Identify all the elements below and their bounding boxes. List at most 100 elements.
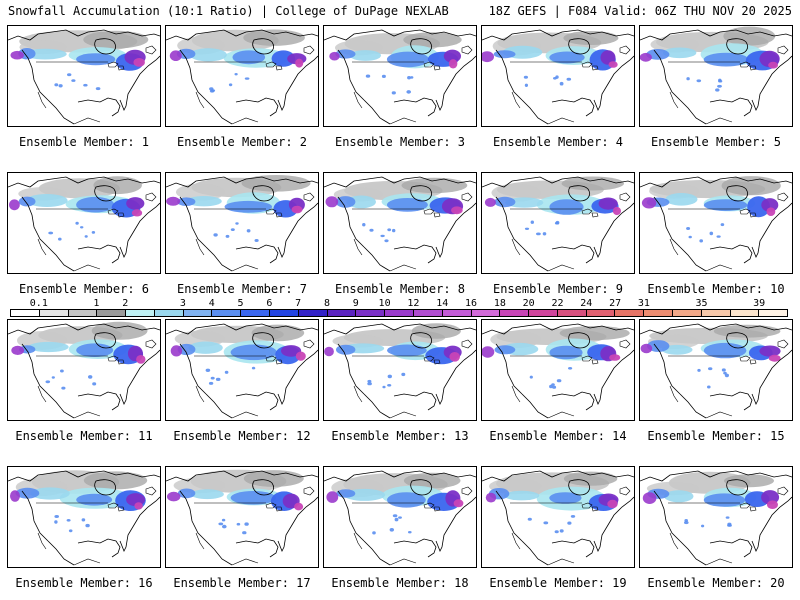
legend-tick-label: 20 xyxy=(522,298,535,309)
member-map-panel[interactable] xyxy=(323,319,477,421)
legend-swatch xyxy=(413,310,443,316)
snowfall-map xyxy=(640,26,792,126)
member-map-panel[interactable] xyxy=(165,466,319,568)
legend-swatch xyxy=(241,310,271,316)
snowfall-map xyxy=(324,467,476,567)
member-label: Ensemble Member: 1 xyxy=(18,135,150,149)
legend-swatch xyxy=(644,310,673,316)
snowfall-map xyxy=(8,320,160,420)
snowfall-map xyxy=(324,320,476,420)
member-map-panel[interactable] xyxy=(481,319,635,421)
member-label: Ensemble Member: 8 xyxy=(334,282,466,296)
member-map-panel[interactable] xyxy=(165,172,319,274)
legend-color-bar xyxy=(10,309,788,317)
member-map-panel[interactable] xyxy=(639,25,793,127)
snowfall-map xyxy=(8,173,160,273)
legend-swatch xyxy=(39,310,69,316)
snowfall-map xyxy=(640,467,792,567)
member-map-panel[interactable] xyxy=(481,172,635,274)
legend-swatch xyxy=(701,310,731,316)
legend-swatch xyxy=(672,310,702,316)
snowfall-map xyxy=(8,26,160,126)
member-map-panel[interactable] xyxy=(323,172,477,274)
legend-swatch xyxy=(298,310,328,316)
member-label: Ensemble Member: 3 xyxy=(334,135,466,149)
member-label: Ensemble Member: 9 xyxy=(492,282,624,296)
member-label: Ensemble Member: 13 xyxy=(331,429,469,443)
legend-swatch xyxy=(154,310,184,316)
snowfall-map xyxy=(8,467,160,567)
member-map-panel[interactable] xyxy=(323,25,477,127)
snowfall-map xyxy=(166,467,318,567)
legend-swatch xyxy=(68,310,98,316)
member-label: Ensemble Member: 4 xyxy=(492,135,624,149)
legend-swatch xyxy=(442,310,472,316)
snowfall-map xyxy=(166,173,318,273)
legend-tick-label: 4 xyxy=(208,298,215,309)
legend-tick-label: 27 xyxy=(609,298,622,309)
member-label: Ensemble Member: 17 xyxy=(173,576,311,590)
legend-swatch xyxy=(212,310,242,316)
legend-tick-label: 16 xyxy=(465,298,478,309)
snowfall-map xyxy=(166,320,318,420)
member-map-panel[interactable] xyxy=(7,319,161,421)
legend-swatch xyxy=(97,310,127,316)
member-label: Ensemble Member: 2 xyxy=(176,135,308,149)
legend-swatch xyxy=(385,310,414,316)
member-label: Ensemble Member: 18 xyxy=(331,576,469,590)
legend-swatch xyxy=(730,310,760,316)
snowfall-map xyxy=(482,173,634,273)
member-map-panel[interactable] xyxy=(639,466,793,568)
legend-swatch xyxy=(327,310,357,316)
member-map-panel[interactable] xyxy=(7,172,161,274)
legend-swatch xyxy=(270,310,299,316)
snowfall-map xyxy=(640,320,792,420)
member-map-panel[interactable] xyxy=(7,466,161,568)
member-label: Ensemble Member: 14 xyxy=(489,429,627,443)
legend-tick-label: 6 xyxy=(266,298,273,309)
snowfall-map xyxy=(166,26,318,126)
member-map-panel[interactable] xyxy=(639,172,793,274)
legend-tick-label: 39 xyxy=(753,298,766,309)
member-map-panel[interactable] xyxy=(481,466,635,568)
snowfall-color-legend: 0.1 1 2 3 4 5 6 7 8 9 10 12 14 16 18 20 22 24 27 31 35 39 xyxy=(10,298,788,318)
snowfall-map xyxy=(482,320,634,420)
member-map-panel[interactable] xyxy=(639,319,793,421)
snowfall-map xyxy=(640,173,792,273)
legend-tick-label: 0.1 xyxy=(29,298,48,309)
member-map-panel[interactable] xyxy=(165,25,319,127)
legend-tick-label: 14 xyxy=(436,298,449,309)
member-label: Ensemble Member: 10 xyxy=(647,282,785,296)
snowfall-map xyxy=(324,26,476,126)
snowfall-map xyxy=(482,467,634,567)
legend-swatch xyxy=(126,310,155,316)
legend-tick-label: 18 xyxy=(493,298,506,309)
header-run-info: 18Z GEFS | F084 Valid: 06Z THU NOV 20 20… xyxy=(488,4,792,18)
legend-tick-label: 10 xyxy=(378,298,391,309)
member-label: Ensemble Member: 15 xyxy=(647,429,785,443)
legend-swatch xyxy=(615,310,645,316)
member-map-panel[interactable] xyxy=(481,25,635,127)
member-map-panel[interactable] xyxy=(323,466,477,568)
snowfall-map xyxy=(482,26,634,126)
legend-tick-label: 5 xyxy=(237,298,244,309)
legend-swatch xyxy=(529,310,558,316)
member-map-panel[interactable] xyxy=(7,25,161,127)
legend-tick-label: 7 xyxy=(295,298,302,309)
legend-swatch xyxy=(11,310,40,316)
header-title: Snowfall Accumulation (10:1 Ratio) | Col… xyxy=(8,4,449,18)
legend-tick-label: 1 xyxy=(93,298,100,309)
member-label: Ensemble Member: 20 xyxy=(647,576,785,590)
legend-tick-label: 31 xyxy=(637,298,650,309)
legend-tick-label: 3 xyxy=(179,298,186,309)
legend-tick-label: 22 xyxy=(551,298,564,309)
member-map-panel[interactable] xyxy=(165,319,319,421)
legend-tick-label: 2 xyxy=(122,298,129,309)
legend-swatch xyxy=(183,310,213,316)
member-label: Ensemble Member: 16 xyxy=(15,576,153,590)
legend-tick-label: 9 xyxy=(352,298,359,309)
member-label: Ensemble Member: 5 xyxy=(650,135,782,149)
snowfall-map xyxy=(324,173,476,273)
legend-tick-label: 35 xyxy=(695,298,708,309)
member-label: Ensemble Member: 12 xyxy=(173,429,311,443)
